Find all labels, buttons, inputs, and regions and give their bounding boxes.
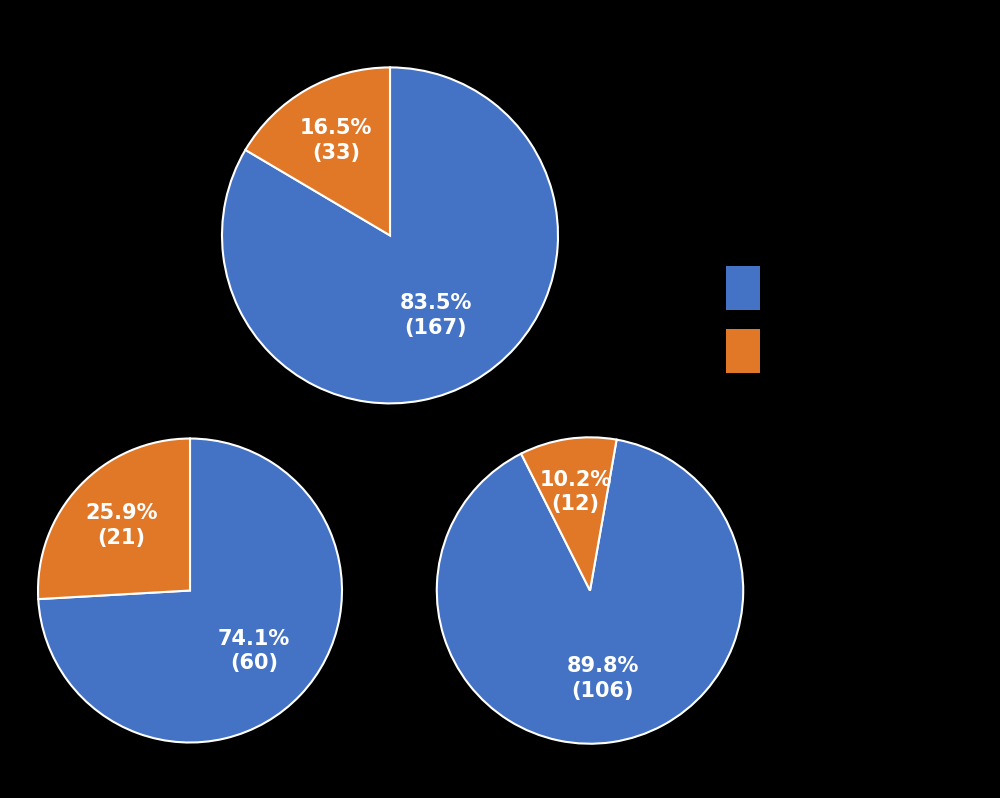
Bar	[726, 329, 760, 373]
Wedge shape	[521, 437, 617, 591]
Wedge shape	[245, 67, 390, 235]
Text: 16.5%
(33): 16.5% (33)	[300, 118, 372, 163]
Wedge shape	[38, 439, 190, 599]
Text: 10.2%
(12): 10.2% (12)	[539, 469, 612, 515]
Wedge shape	[222, 67, 558, 404]
Text: 89.8%
(106): 89.8% (106)	[567, 656, 639, 701]
Text: 83.5%
(167): 83.5% (167)	[400, 294, 472, 338]
Text: 74.1%
(60): 74.1% (60)	[218, 629, 290, 674]
Bar	[726, 266, 760, 310]
Wedge shape	[38, 439, 342, 742]
Text: 25.9%
(21): 25.9% (21)	[85, 504, 158, 548]
Wedge shape	[437, 440, 743, 744]
